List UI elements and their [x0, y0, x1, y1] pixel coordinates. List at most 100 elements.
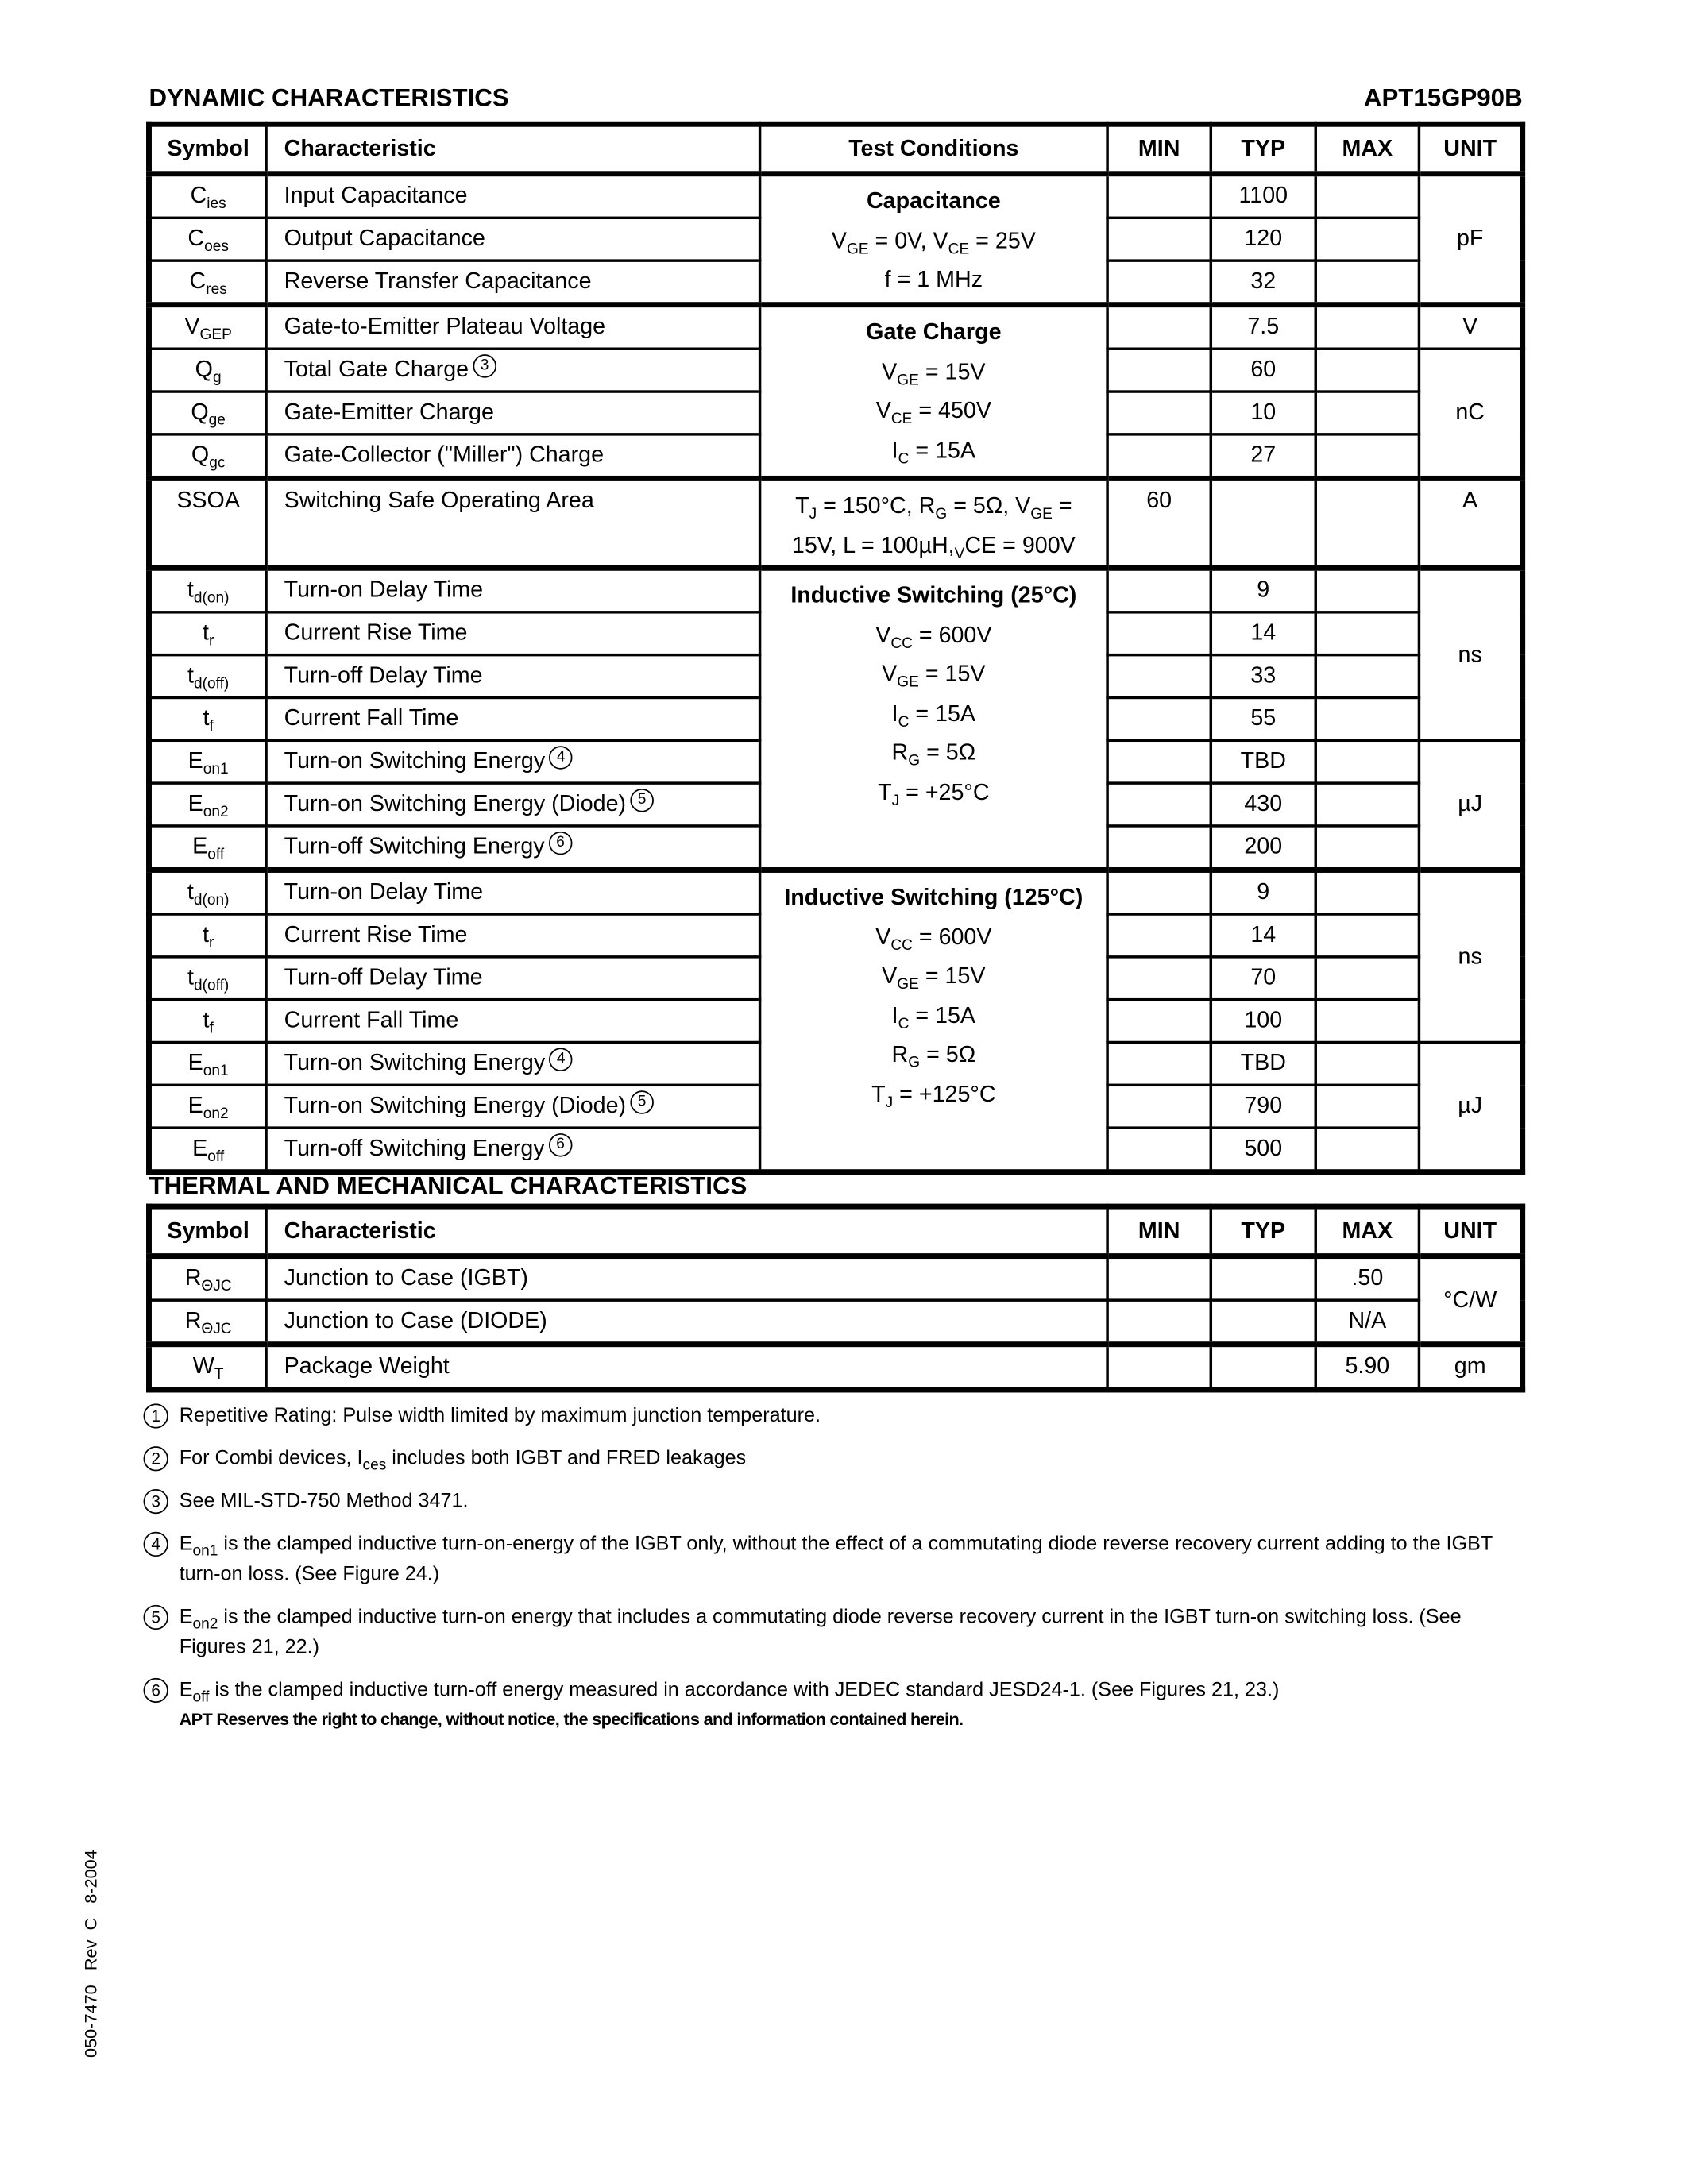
symbol-subscript: f	[209, 1020, 214, 1037]
max-value	[1314, 259, 1421, 307]
characteristic-cell: Current Rise Time	[265, 611, 762, 657]
subscript: CE	[890, 411, 913, 428]
unit-cell: °C/W	[1417, 1253, 1524, 1346]
max-value	[1314, 433, 1421, 480]
characteristic-cell: Reverse Transfer Capacitance	[265, 259, 762, 307]
footnote: 3 See MIL-STD-750 Method 3471.	[143, 1487, 1523, 1517]
min-value	[1106, 867, 1213, 916]
condition-line: VGE = 15V	[882, 359, 986, 388]
typ-value: 14	[1209, 913, 1317, 959]
table-row: Qgc Gate-Collector ("Miller") Charge 27	[147, 433, 1522, 480]
max-value	[1314, 1126, 1421, 1174]
symbol-cell: td(off)	[147, 955, 268, 1001]
min-value	[1106, 696, 1213, 743]
typ-value: 60	[1209, 347, 1317, 393]
characteristic-cell: Turn-on Switching Energy (Diode) 5	[265, 781, 762, 828]
typ-value: 33	[1209, 653, 1317, 700]
unit-cell: ns	[1417, 565, 1524, 743]
condition-line: VGE = 15V	[882, 963, 986, 993]
disclaimer: APT Reserves the right to change, withou…	[179, 1709, 964, 1730]
symbol-subscript: off	[207, 1148, 225, 1166]
column-header: Test Conditions	[758, 122, 1109, 177]
max-value	[1314, 824, 1421, 872]
symbol-cell: VGEP	[147, 302, 268, 350]
unit-cell: nC	[1417, 347, 1524, 480]
thermal-characteristics-table: Symbol Characteristic MIN TYP MAX UNIT RΘJC Jun…	[146, 1203, 1526, 1393]
condition-heading: Inductive Switching (25°C)	[790, 583, 1077, 608]
min-value	[1106, 1253, 1213, 1302]
typ-value: 120	[1209, 216, 1317, 262]
typ-value: 200	[1209, 824, 1317, 872]
symbol-subscript: d(on)	[193, 590, 230, 607]
column-header: MAX	[1314, 1205, 1421, 1260]
characteristic-cell: Gate-Emitter Charge	[265, 390, 762, 436]
footnote-number-icon: 3	[143, 1488, 168, 1515]
condition-line: RG = 5Ω	[891, 740, 976, 770]
footnote-text: Eoff is the clamped inductive turn-off e…	[179, 1679, 1280, 1706]
min-value	[1106, 1341, 1213, 1391]
symbol-cell: Cies	[147, 171, 268, 220]
subscript: off	[192, 1688, 210, 1706]
characteristic-cell: Junction to Case (IGBT)	[265, 1253, 1109, 1302]
max-value	[1314, 347, 1421, 393]
condition-line: IC = 15A	[891, 700, 976, 731]
min-value	[1106, 653, 1213, 700]
characteristic-cell: Junction to Case (DIODE)	[265, 1298, 1109, 1346]
min-value	[1106, 781, 1213, 828]
condition-line: TJ = +25°C	[878, 779, 990, 809]
characteristic-cell: Current Fall Time	[265, 696, 762, 743]
subscript: J	[891, 792, 900, 809]
min-value	[1106, 302, 1213, 350]
table-row: WT Package Weight 5.90 gm	[147, 1341, 1524, 1391]
footnote-ref-icon: 5	[630, 1090, 654, 1114]
subscript: V	[954, 545, 965, 562]
symbol-cell: Qgc	[147, 433, 268, 480]
min-value	[1106, 433, 1213, 480]
symbol-cell: Coes	[147, 216, 268, 262]
symbol-cell: Eon1	[147, 1040, 268, 1087]
table-row: tf Current Fall Time 55	[147, 696, 1522, 743]
footnote-ref-icon: 4	[549, 746, 573, 770]
test-conditions-cell: TJ = 150°C, RG = 5Ω, VGE = 15V, L = 100µH…	[758, 475, 1109, 570]
condition-line: IC = 15A	[891, 438, 976, 467]
max-value	[1314, 781, 1421, 828]
min-value: 60	[1106, 475, 1213, 570]
unit-cell: V	[1417, 302, 1524, 350]
symbol-subscript: g	[212, 369, 222, 387]
typ-value: 790	[1209, 1083, 1317, 1129]
max-value	[1314, 867, 1421, 916]
dynamic-title: DYNAMIC CHARACTERISTICS	[149, 83, 509, 112]
footnote-text: Repetitive Rating: Pulse width limited b…	[179, 1405, 821, 1427]
thermal-title: THERMAL AND MECHANICAL CHARACTERISTICS	[149, 1171, 747, 1200]
table-row: Eoff Turn-off Switching Energy 6 200	[147, 824, 1522, 872]
unit-cell: µJ	[1417, 1040, 1524, 1174]
condition-heading: Capacitance	[866, 188, 1001, 214]
condition-line: VGE = 15V	[882, 662, 986, 691]
footnote: 4 Eon1 is the clamped inductive turn-on-e…	[143, 1529, 1523, 1589]
condition-heading: Inductive Switching (125°C)	[784, 885, 1083, 910]
characteristic-cell: Gate-Collector ("Miller") Charge	[265, 433, 762, 480]
symbol-subscript: d(on)	[193, 892, 230, 909]
symbol-cell: tr	[147, 611, 268, 657]
table-row: tr Current Rise Time 14	[147, 611, 1522, 657]
column-header: Symbol	[147, 1205, 268, 1260]
footnote-number-icon: 4	[143, 1531, 168, 1557]
characteristic-cell: Turn-off Delay Time	[265, 955, 762, 1001]
condition-line: TJ = 150°C, RG = 5Ω, VGE =	[795, 493, 1072, 523]
table-row: td(off) Turn-off Delay Time 70	[147, 955, 1522, 1001]
test-conditions-cell: Inductive Switching (125°C) VCC = 600V VGE…	[758, 867, 1109, 1174]
symbol-subscript: ge	[208, 412, 226, 429]
symbol-subscript: f	[209, 718, 214, 735]
table-row: tf Current Fall Time 100	[147, 997, 1522, 1044]
table-row: tr Current Rise Time 14	[147, 913, 1522, 959]
column-header: Characteristic	[265, 122, 762, 177]
symbol-cell: tr	[147, 913, 268, 959]
table-row: Eon1 Turn-on Switching Energy 4 TBD µJ	[147, 1040, 1524, 1174]
subscript: on2	[192, 1615, 218, 1633]
subscript: GE	[1030, 506, 1053, 523]
typ-value: 14	[1209, 611, 1317, 657]
document-revision: 050-7470 Rev C 8-2004	[81, 1850, 101, 2058]
symbol-subscript: r	[208, 632, 214, 650]
typ-value: 9	[1209, 867, 1317, 916]
